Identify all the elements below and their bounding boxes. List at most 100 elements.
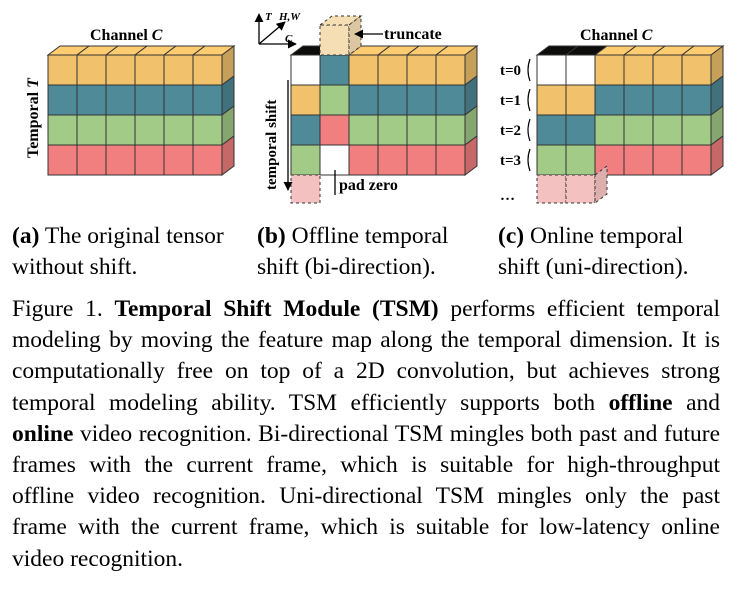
cell-front	[134, 144, 165, 176]
cell-front	[377, 54, 408, 86]
cell-front	[290, 114, 321, 146]
cell-front	[105, 84, 136, 116]
pad-zero-label: pad zero	[339, 177, 398, 194]
cell-front	[681, 144, 712, 176]
figure-caption: Figure 1. Temporal Shift Module (TSM) pe…	[12, 296, 721, 572]
time-bracket	[527, 148, 531, 172]
shifted-out-cell	[536, 174, 567, 204]
cell-front	[594, 84, 625, 116]
cell-front	[565, 84, 596, 116]
time-label: …	[500, 188, 515, 204]
cell-front	[47, 114, 78, 146]
time-bracket	[527, 118, 531, 142]
cell-front	[134, 54, 165, 86]
panel-c-channel-label: Channel C	[580, 27, 653, 44]
truncated-cell	[319, 24, 350, 56]
time-label: t=3	[500, 153, 521, 169]
cell-front	[377, 84, 408, 116]
cell-front	[652, 84, 683, 116]
tsm-figure: Channel C Temporal T T H,W C truncate te…	[25, 11, 725, 204]
cell-front	[565, 144, 596, 176]
cell-front	[536, 114, 567, 146]
cell-front	[319, 54, 350, 86]
cell-front	[134, 84, 165, 116]
temporal-shift-label: temporal shift	[264, 100, 280, 190]
svg-text:C: C	[285, 33, 293, 45]
time-label: t=2	[500, 123, 521, 139]
cell-front	[290, 84, 321, 116]
cell-front	[377, 114, 408, 146]
shifted-out-cell	[290, 174, 321, 204]
cell-front	[623, 84, 654, 116]
cell-front	[406, 84, 437, 116]
panel-a-original-tensor	[46, 45, 236, 176]
time-label: t=0	[500, 63, 521, 79]
time-label: t=1	[500, 93, 521, 109]
cell-front	[406, 54, 437, 86]
cell-front	[681, 54, 712, 86]
cell-front	[348, 54, 379, 86]
cell-front	[348, 144, 379, 176]
cell-front	[652, 114, 683, 146]
cell-front	[192, 114, 223, 146]
cell-front	[192, 144, 223, 176]
cell-front	[105, 54, 136, 86]
cell-front	[565, 54, 596, 86]
caption-c: (c) Online temporal shift (uni-direction…	[498, 223, 689, 280]
cell-front	[594, 54, 625, 86]
panel-a-temporal-label: Temporal T	[25, 77, 42, 158]
shifted-out-cell	[565, 174, 596, 204]
cell-front	[652, 54, 683, 86]
cell-front	[565, 114, 596, 146]
cell-front	[290, 54, 321, 86]
truncate-label: truncate	[384, 26, 442, 43]
cell-front	[163, 54, 194, 86]
time-labels: t=0 t=1 t=2 t=3 …	[500, 58, 531, 204]
cell-front	[47, 84, 78, 116]
cell-front	[47, 54, 78, 86]
cell-front	[377, 144, 408, 176]
cell-front	[192, 84, 223, 116]
cell-front	[105, 144, 136, 176]
cell-front	[594, 144, 625, 176]
cell-front	[435, 114, 466, 146]
panel-c-online-shift	[535, 45, 725, 204]
cell-front	[681, 84, 712, 116]
cell-front	[594, 114, 625, 146]
cell-front	[192, 54, 223, 86]
panel-b-offline-shift	[289, 15, 479, 204]
cell-front	[163, 144, 194, 176]
cell-front	[406, 114, 437, 146]
cell-front	[348, 84, 379, 116]
caption-a: (a) The original tensor without shift.	[12, 223, 224, 280]
cell-front	[319, 84, 350, 116]
axes-icon: T H,W C	[254, 11, 301, 49]
cell-front	[76, 144, 107, 176]
cell-front	[290, 144, 321, 176]
cell-front	[134, 114, 165, 146]
cell-front	[348, 114, 379, 146]
shifted-out-cell-side	[594, 165, 608, 204]
cell-front	[536, 54, 567, 86]
cell-front	[435, 144, 466, 176]
svg-text:H,W: H,W	[278, 11, 301, 23]
cell-front	[623, 144, 654, 176]
cell-front	[536, 84, 567, 116]
cell-front	[76, 114, 107, 146]
cell-front	[163, 84, 194, 116]
cell-front	[536, 144, 567, 176]
cell-front	[623, 54, 654, 86]
time-bracket	[527, 88, 531, 112]
cell-front	[319, 114, 350, 146]
cell-front	[47, 144, 78, 176]
cell-front	[681, 114, 712, 146]
cell-front	[435, 54, 466, 86]
svg-text:T: T	[265, 11, 273, 23]
panel-a-channel-label: Channel C	[90, 27, 163, 44]
cell-front	[652, 144, 683, 176]
cell-front	[105, 114, 136, 146]
cell-front	[163, 114, 194, 146]
time-bracket	[527, 58, 531, 82]
cell-front	[76, 54, 107, 86]
cell-front	[76, 84, 107, 116]
